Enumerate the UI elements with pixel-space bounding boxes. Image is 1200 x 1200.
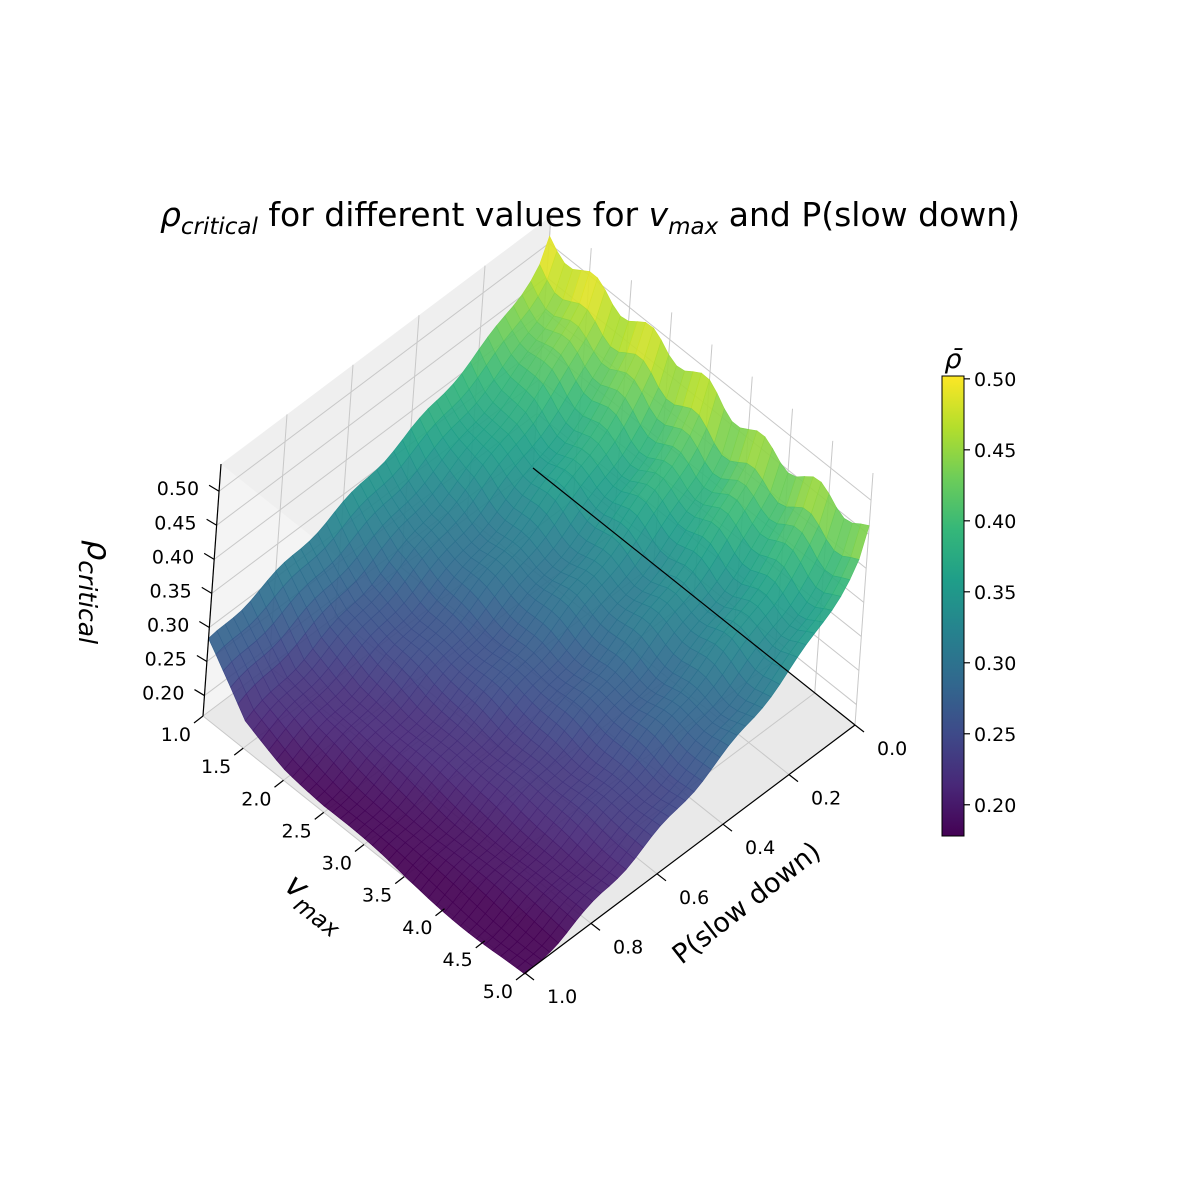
y-tick-label: 1.0 — [547, 986, 577, 1008]
x-axis-label: vmax — [274, 865, 356, 943]
colorbar-tick-label: 0.30 — [974, 653, 1016, 675]
y-axis-line — [524, 724, 856, 974]
colorbar-label: ρ̄ — [944, 344, 963, 375]
x-tick-label: 5.0 — [483, 981, 513, 1003]
title-symbol-sub: critical — [181, 214, 259, 240]
z-axis-label: ρcritical — [73, 540, 118, 644]
x-tick-mark — [233, 747, 244, 756]
z-tick-label: 0.20 — [142, 683, 184, 705]
z-tick-mark — [206, 518, 217, 526]
colorbar: ρ̄ — [941, 344, 965, 837]
colorbar-tick-label: 0.25 — [974, 724, 1016, 746]
x-tick-mark — [475, 940, 486, 949]
x-tick-mark — [354, 844, 365, 852]
z-tick-label: 0.35 — [149, 580, 191, 602]
y-tick-label: 0.2 — [811, 788, 841, 810]
x-tick-label: 2.5 — [282, 820, 312, 842]
title-var-sub: max — [668, 214, 718, 240]
z-tick-mark — [203, 552, 215, 560]
z-tick-label: 0.25 — [145, 649, 187, 671]
colorbar-tick-label: 0.35 — [974, 582, 1016, 604]
x-tick-label: 4.0 — [402, 917, 432, 939]
z-axis-label-sub: critical — [73, 560, 102, 644]
x-tick-mark — [274, 779, 284, 788]
y-tick-mark — [524, 972, 535, 981]
x-tick-label: 4.5 — [443, 949, 473, 971]
x-tick-label: 3.0 — [322, 853, 352, 875]
z-tick-label: 0.45 — [154, 512, 196, 534]
grid-line-z — [218, 242, 550, 492]
x-tick-mark — [435, 908, 445, 917]
z-axis-line — [202, 463, 222, 717]
y-tick-mark — [656, 873, 667, 882]
y-tick-mark — [722, 823, 733, 832]
x-tick-label: 3.5 — [362, 885, 392, 907]
z-axis-label-main: ρ — [80, 540, 118, 560]
x-tick-mark — [515, 972, 526, 981]
x-axis-line — [532, 467, 856, 726]
x-tick-label: 1.0 — [161, 724, 191, 746]
x-tick-mark — [193, 715, 204, 724]
y-tick-label: 0.8 — [613, 936, 643, 958]
z-tick-label: 0.30 — [147, 614, 189, 636]
colorbar-tick-label: 0.40 — [974, 511, 1016, 533]
z-tick-mark — [208, 484, 220, 492]
z-tick-mark — [199, 620, 210, 628]
y-tick-label: 0.6 — [679, 887, 709, 909]
colorbar-tick-label: 0.20 — [974, 795, 1016, 817]
grid-line-z — [216, 276, 547, 526]
title-symbol: ρ — [160, 195, 181, 234]
colorbar-tick-label: 0.50 — [974, 369, 1016, 391]
z-tick-mark — [196, 654, 208, 663]
axis-lines — [202, 463, 856, 974]
y-tick-mark — [854, 724, 865, 733]
chart-title: ρcritical for different values for vmax … — [160, 195, 1020, 240]
z-tick-label: 0.40 — [152, 546, 194, 568]
z-tick-label: 0.50 — [157, 478, 199, 500]
x-tick-label: 1.5 — [201, 756, 231, 778]
surface-mesh — [208, 235, 870, 975]
x-tick-label: 2.0 — [241, 788, 271, 810]
z-tick-mark — [201, 586, 213, 594]
x-tick-mark — [314, 811, 325, 820]
axis-ticks: 1.0 1.5 2.0 2.5 3.0 3.5 4.0 4.5 5.0 0.0 0.2 0.4 0.6 0… — [142, 478, 907, 1008]
y-tick-mark — [590, 922, 601, 931]
y-tick-label: 0.0 — [877, 738, 907, 760]
colorbar-tick-label: 0.45 — [974, 440, 1016, 462]
colorbar-ticks: 0.20 0.25 0.30 0.35 0.40 0.45 0.50 — [964, 369, 1016, 817]
surface-patch — [516, 960, 534, 975]
title-var: v — [649, 195, 669, 234]
colorbar-gradient — [941, 375, 965, 837]
title-tail: and P(slow down) — [718, 195, 1020, 234]
title-mid: for different values for — [258, 195, 649, 234]
y-tick-label: 0.4 — [745, 837, 775, 859]
x-tick-mark — [394, 876, 405, 885]
grid-line-v — [854, 472, 874, 726]
z-tick-mark — [194, 689, 205, 697]
y-tick-mark — [788, 774, 799, 783]
